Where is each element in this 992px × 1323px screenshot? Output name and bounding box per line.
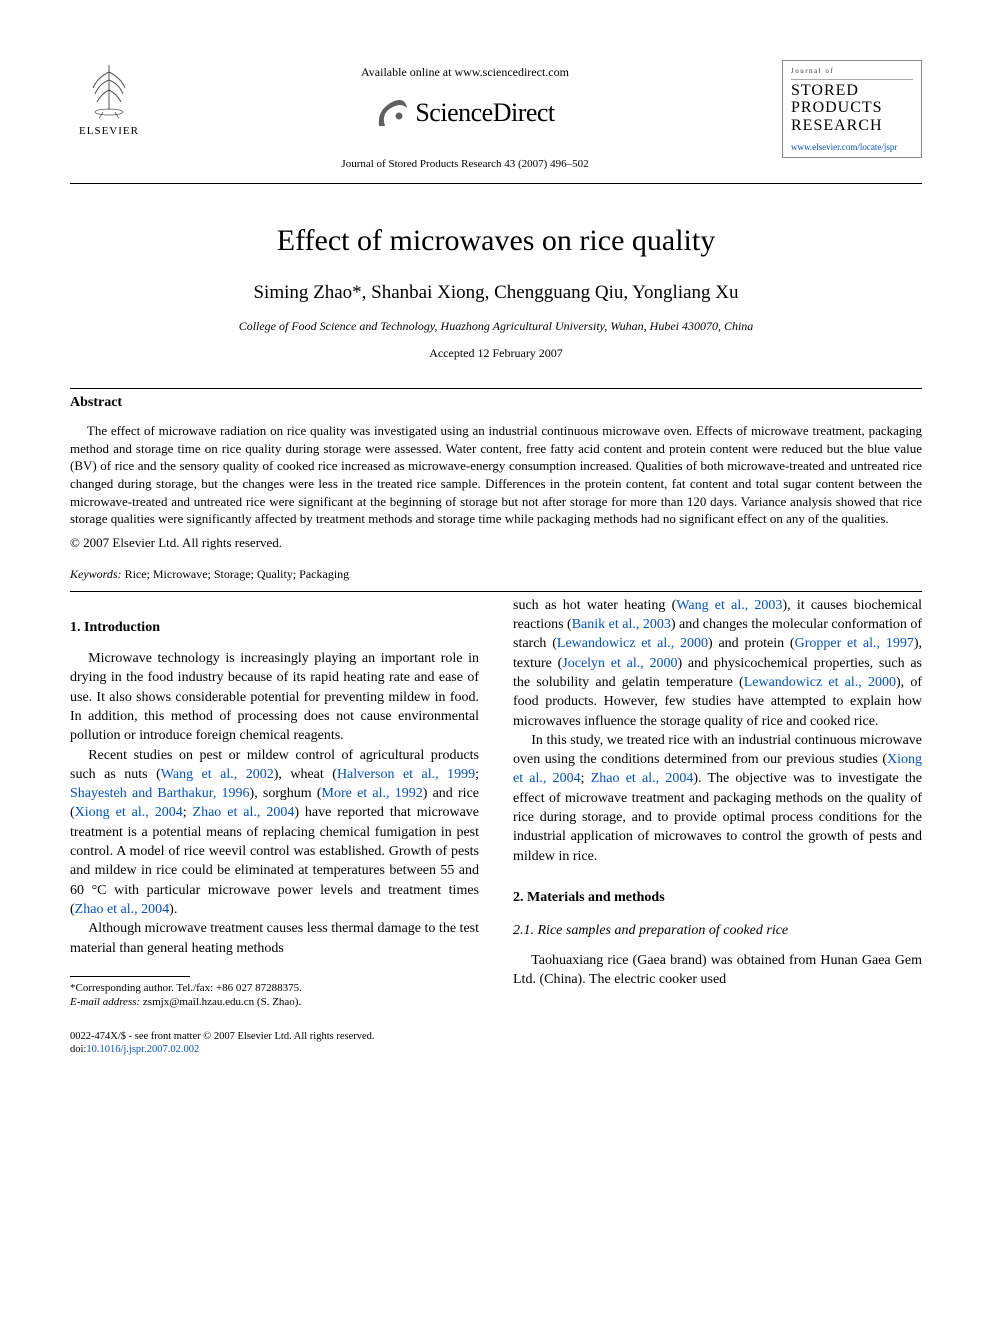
keywords-label: Keywords: bbox=[70, 567, 122, 581]
elsevier-label: ELSEVIER bbox=[70, 124, 148, 139]
journal-reference: Journal of Stored Products Research 43 (… bbox=[148, 157, 782, 172]
abstract-heading: Abstract bbox=[70, 393, 922, 413]
intro-para-2: Recent studies on pest or mildew control… bbox=[70, 746, 479, 920]
citation-link[interactable]: Banik et al., 2003 bbox=[572, 617, 671, 632]
title-rule bbox=[70, 388, 922, 389]
page-header: ELSEVIER Available online at www.science… bbox=[70, 60, 922, 173]
center-header: Available online at www.sciencedirect.co… bbox=[148, 60, 782, 173]
citation-link[interactable]: Xiong et al., 2004 bbox=[75, 805, 183, 820]
authors: Siming Zhao*, Shanbai Xiong, Chengguang … bbox=[70, 280, 922, 307]
body-columns: 1. Introduction Microwave technology is … bbox=[70, 596, 922, 1010]
email-label: E-mail address: bbox=[70, 996, 140, 1008]
issn-line: 0022-474X/$ - see front matter © 2007 El… bbox=[70, 1031, 375, 1042]
keywords-values: Rice; Microwave; Storage; Quality; Packa… bbox=[122, 567, 350, 581]
citation-link[interactable]: Jocelyn et al., 2000 bbox=[562, 656, 677, 671]
elsevier-logo: ELSEVIER bbox=[70, 60, 148, 139]
elsevier-tree-icon bbox=[79, 60, 139, 120]
journal-box-header: Journal of bbox=[791, 67, 913, 80]
accepted-date: Accepted 12 February 2007 bbox=[70, 345, 922, 362]
corresponding-author-line: *Corresponding author. Tel./fax: +86 027… bbox=[70, 982, 302, 994]
intro-para-4: In this study, we treated rice with an i… bbox=[513, 731, 922, 866]
abstract-body: The effect of microwave radiation on ric… bbox=[70, 422, 922, 527]
section-1-heading: 1. Introduction bbox=[70, 618, 479, 637]
keywords-line: Keywords: Rice; Microwave; Storage; Qual… bbox=[70, 566, 922, 583]
doi-label: doi: bbox=[70, 1044, 86, 1055]
journal-box-title: STORED PRODUCTS RESEARCH bbox=[791, 82, 913, 135]
journal-cover-box: Journal of STORED PRODUCTS RESEARCH www.… bbox=[782, 60, 922, 158]
section-2-1-para-1: Taohuaxiang rice (Gaea brand) was obtain… bbox=[513, 951, 922, 990]
citation-link[interactable]: Shayesteh and Barthakur, 1996 bbox=[70, 786, 250, 801]
corresponding-email[interactable]: zsmjx@mail.hzau.edu.cn (S. Zhao). bbox=[140, 996, 301, 1008]
citation-link[interactable]: Zhao et al., 2004 bbox=[591, 771, 694, 786]
citation-link[interactable]: Halverson et al., 1999 bbox=[337, 767, 475, 782]
citation-link[interactable]: Lewandowicz et al., 2000 bbox=[557, 636, 708, 651]
sciencedirect-logo: ScienceDirect bbox=[375, 95, 554, 131]
intro-para-3-part2: such as hot water heating (Wang et al., … bbox=[513, 596, 922, 731]
sciencedirect-swoosh-icon bbox=[375, 96, 409, 130]
header-rule bbox=[70, 183, 922, 184]
page-footer: 0022-474X/$ - see front matter © 2007 El… bbox=[70, 1030, 922, 1057]
intro-para-3-part1: Although microwave treatment causes less… bbox=[70, 919, 479, 958]
citation-link[interactable]: Zhao et al., 2004 bbox=[75, 902, 169, 917]
citation-link[interactable]: Lewandowicz et al., 2000 bbox=[744, 675, 896, 690]
journal-homepage-link[interactable]: www.elsevier.com/locate/jspr bbox=[791, 141, 913, 154]
doi-link[interactable]: 10.1016/j.jspr.2007.02.002 bbox=[86, 1044, 199, 1055]
abstract-copyright: © 2007 Elsevier Ltd. All rights reserved… bbox=[70, 534, 922, 552]
citation-link[interactable]: More et al., 1992 bbox=[322, 786, 423, 801]
corresponding-author-footnote: *Corresponding author. Tel./fax: +86 027… bbox=[70, 981, 479, 1010]
citation-link[interactable]: Wang et al., 2003 bbox=[676, 598, 782, 613]
citation-link[interactable]: Wang et al., 2002 bbox=[161, 767, 274, 782]
section-2-1-heading: 2.1. Rice samples and preparation of coo… bbox=[513, 921, 922, 940]
abstract-rule bbox=[70, 591, 922, 592]
affiliation: College of Food Science and Technology, … bbox=[70, 318, 922, 335]
intro-para-1: Microwave technology is increasingly pla… bbox=[70, 649, 479, 746]
section-2-heading: 2. Materials and methods bbox=[513, 888, 922, 907]
citation-link[interactable]: Gropper et al., 1997 bbox=[795, 636, 914, 651]
available-online-text: Available online at www.sciencedirect.co… bbox=[148, 64, 782, 81]
sciencedirect-text: ScienceDirect bbox=[415, 95, 554, 131]
footnote-separator bbox=[70, 976, 190, 977]
citation-link[interactable]: Zhao et al., 2004 bbox=[193, 805, 295, 820]
article-title: Effect of microwaves on rice quality bbox=[70, 220, 922, 262]
